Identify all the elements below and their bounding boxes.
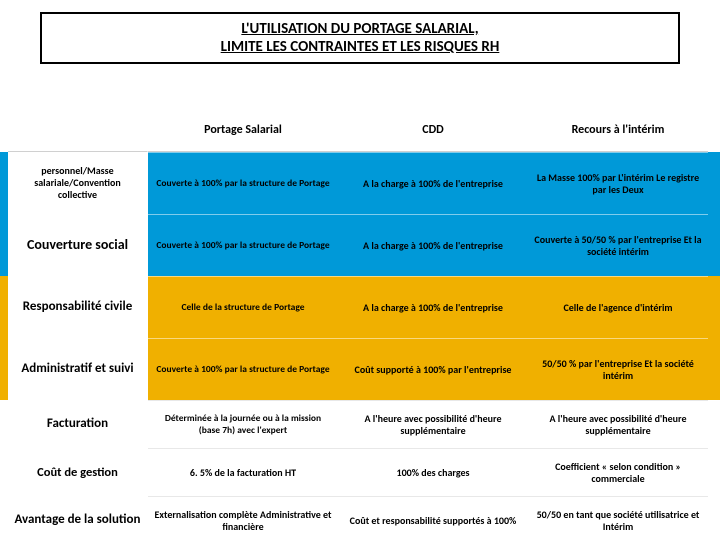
table-row: Coût de gestion 6. 5% de la facturation …	[8, 448, 712, 496]
cell: A la charge à 100% de l'entreprise	[338, 214, 528, 276]
header-portage: Portage Salarial	[148, 110, 338, 152]
cell: Celle de l'agence d'intérim	[528, 276, 708, 338]
row-label: personnel/Masse salariale/Convention col…	[8, 152, 148, 214]
title-box: L'UTILISATION DU PORTAGE SALARIAL, LIMIT…	[40, 12, 680, 64]
title-line-2: LIMITE LES CONTRAINTES ET LES RISQUES RH	[52, 38, 668, 56]
table-row: Avantage de la solution Externalisation …	[8, 496, 712, 544]
table-header-row: Portage Salarial CDD Recours à l'intérim	[8, 110, 712, 152]
cell: Externalisation complète Administrative …	[148, 496, 338, 544]
comparison-table: Portage Salarial CDD Recours à l'intérim…	[8, 110, 712, 544]
row-label: Facturation	[8, 400, 148, 448]
cell: Couverte à 100% par la structure de Port…	[148, 214, 338, 276]
cell: Couverte à 100% par la structure de Port…	[148, 152, 338, 214]
cell: A la charge à 100% de l'entreprise	[338, 152, 528, 214]
row-label: Coût de gestion	[8, 448, 148, 496]
cell: Déterminée à la journée ou à la mission …	[148, 400, 338, 448]
header-cdd: CDD	[338, 110, 528, 152]
cell: A l'heure avec possibilité d'heure suppl…	[338, 400, 528, 448]
cell: 50/50 % par l'entreprise Et la société i…	[528, 338, 708, 400]
table-row: Administratif et suivi Couverte à 100% p…	[8, 338, 712, 400]
title-line-1: L'UTILISATION DU PORTAGE SALARIAL,	[52, 20, 668, 38]
table-row: Responsabilité civile Celle de la struct…	[8, 276, 712, 338]
cell: Couverte à 50/50 % par l'entreprise Et l…	[528, 214, 708, 276]
cell: A l'heure avec possibilité d'heure suppl…	[528, 400, 708, 448]
header-empty	[8, 110, 148, 152]
cell: Coût et responsabilité supportés à 100%	[338, 496, 528, 544]
cell: Celle de la structure de Portage	[148, 276, 338, 338]
cell: 6. 5% de la facturation HT	[148, 448, 338, 496]
table-row: personnel/Masse salariale/Convention col…	[8, 152, 712, 214]
cell: 100% des charges	[338, 448, 528, 496]
cell: Couverte à 100% par la structure de Port…	[148, 338, 338, 400]
cell: La Masse 100% par L'intérim Le registre …	[528, 152, 708, 214]
cell: 50/50 en tant que société utilisatrice e…	[528, 496, 708, 544]
header-interim: Recours à l'intérim	[528, 110, 708, 152]
row-label: Administratif et suivi	[8, 338, 148, 400]
cell: A la charge à 100% de l'entreprise	[338, 276, 528, 338]
table-row: Couverture social Couverte à 100% par la…	[8, 214, 712, 276]
row-label: Couverture social	[8, 214, 148, 276]
row-label: Avantage de la solution	[8, 496, 148, 544]
row-label: Responsabilité civile	[8, 276, 148, 338]
cell: Coefficient « selon condition » commerci…	[528, 448, 708, 496]
cell: Coût supporté à 100% par l'entreprise	[338, 338, 528, 400]
table-row: Facturation Déterminée à la journée ou à…	[8, 400, 712, 448]
